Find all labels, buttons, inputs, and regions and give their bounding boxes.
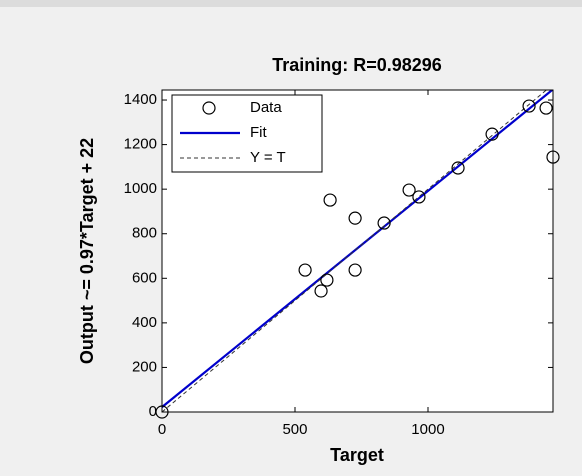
data-point (298, 263, 312, 277)
y-axis-label: Output ~= 0.97*Target + 22 (77, 138, 97, 364)
y-tick-label: 400 (132, 314, 157, 331)
legend-marker (202, 101, 216, 115)
data-point (451, 161, 465, 175)
y-tick-label: 1400 (124, 91, 157, 108)
data-point (402, 183, 416, 197)
data-point (485, 127, 499, 141)
chart-title: Training: R=0.98296 (272, 55, 442, 75)
x-tick-label: 0 (158, 421, 166, 438)
legend: Data Fit Y = T (171, 94, 323, 173)
data-point (314, 284, 328, 298)
data-point (412, 190, 426, 204)
data-point (522, 99, 536, 113)
x-tick-label: 500 (282, 421, 307, 438)
data-point (323, 193, 337, 207)
y-tick-label: 800 (132, 225, 157, 242)
y-tick-label: 200 (132, 358, 157, 375)
data-point (348, 211, 362, 225)
y-tick-label: 1000 (124, 180, 157, 197)
y-tick-label: 600 (132, 269, 157, 286)
data-point (539, 101, 553, 115)
data-point (377, 216, 391, 230)
legend-label: Y = T (250, 149, 286, 166)
y-tick-label: 1200 (124, 136, 157, 153)
x-tick-label: 1000 (411, 421, 444, 438)
data-point (320, 273, 334, 287)
data-point (348, 263, 362, 277)
identity-line (162, 90, 548, 412)
legend-label: Fit (250, 124, 267, 141)
y-tick-label: 0 (149, 403, 157, 420)
plot-layer (162, 90, 553, 412)
top-strip (0, 0, 582, 7)
axes-box (161, 89, 554, 413)
x-axis-label: Target (330, 445, 384, 465)
legend-label: Data (250, 99, 282, 116)
